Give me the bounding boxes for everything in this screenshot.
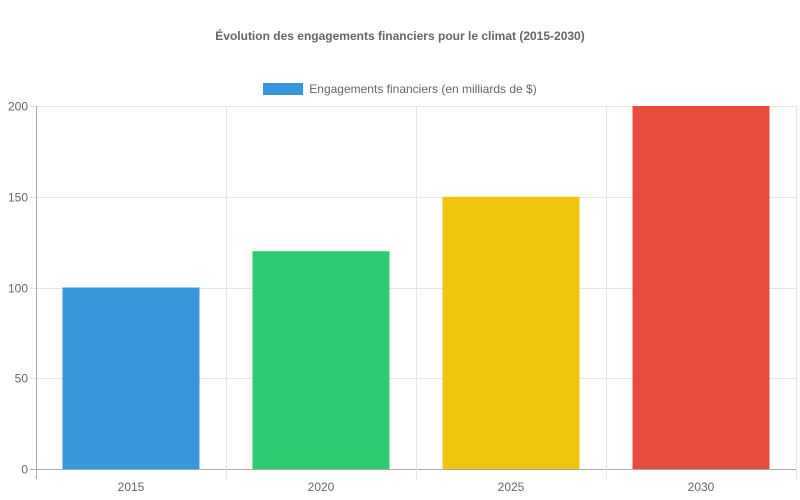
y-tick-label: 150 bbox=[8, 191, 28, 205]
x-tick-label: 2025 bbox=[498, 480, 525, 494]
bar-2030[interactable] bbox=[632, 106, 770, 469]
legend[interactable]: Engagements financiers (en milliards de … bbox=[0, 82, 800, 96]
bar-2020[interactable] bbox=[252, 251, 390, 469]
y-tick-label: 50 bbox=[15, 372, 29, 386]
x-tick-label: 2020 bbox=[308, 480, 335, 494]
legend-label: Engagements financiers (en milliards de … bbox=[309, 82, 537, 96]
y-tick-label: 100 bbox=[8, 282, 28, 296]
y-tick-label: 200 bbox=[8, 100, 28, 114]
bar-2025[interactable] bbox=[442, 196, 580, 469]
bar-2015[interactable] bbox=[62, 287, 200, 470]
x-tick-label: 2015 bbox=[118, 480, 145, 494]
y-tick-label: 0 bbox=[21, 463, 28, 477]
legend-swatch bbox=[263, 83, 304, 95]
x-tick-label: 2030 bbox=[688, 480, 715, 494]
chart-title: Évolution des engagements financiers pou… bbox=[215, 29, 585, 43]
